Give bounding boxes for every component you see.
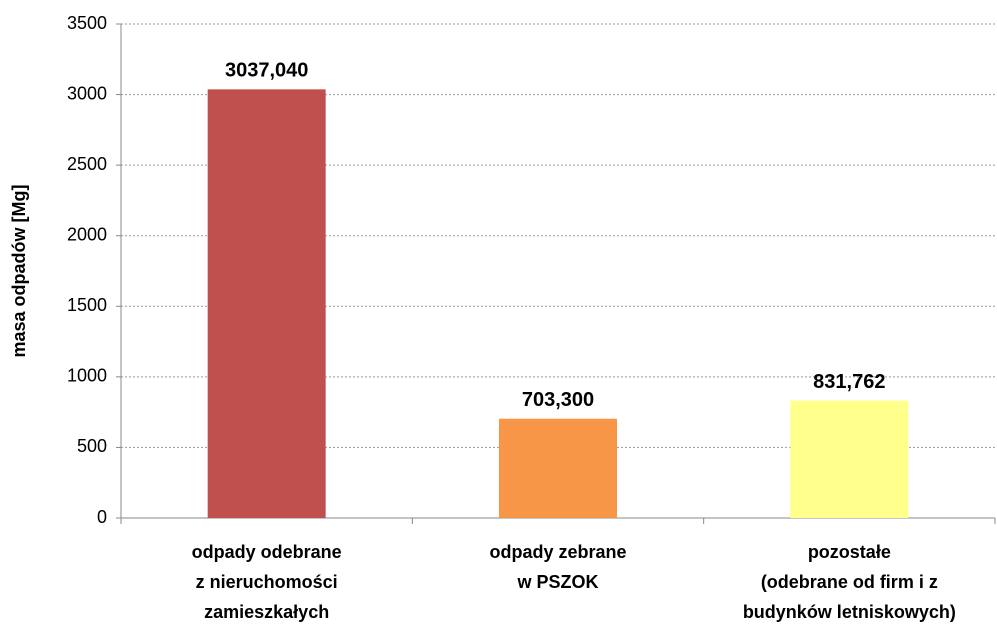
x-tick-label: odpady zebrane [489,542,626,562]
y-axis-label: masa odpadów [Mg] [9,184,29,357]
y-tick-label: 1500 [67,295,107,315]
y-tick-label: 0 [97,507,107,527]
x-tick-label: pozostałe [808,542,891,562]
x-tick-label: odpady odebrane [192,542,342,562]
value-label: 703,300 [522,389,594,411]
value-label: 3037,040 [225,60,308,82]
y-tick-label: 2500 [67,154,107,174]
y-tick-label: 1000 [67,366,107,386]
x-tick-label: w PSZOK [516,572,598,592]
y-tick-label: 3000 [67,83,107,103]
x-tick-label: budynków letniskowych) [743,602,956,622]
bar [790,400,909,518]
value-label: 831,762 [813,371,885,393]
x-tick-label: zamieszkałych [204,602,329,622]
bar [499,418,617,518]
y-tick-label: 2000 [67,224,107,244]
y-tick-label: 500 [77,436,107,456]
bar [207,89,326,518]
x-tick-label: z nieruchomości [196,572,338,592]
y-tick-label: 3500 [67,13,107,33]
x-tick-label: (odebrane od firm i z [761,572,938,592]
